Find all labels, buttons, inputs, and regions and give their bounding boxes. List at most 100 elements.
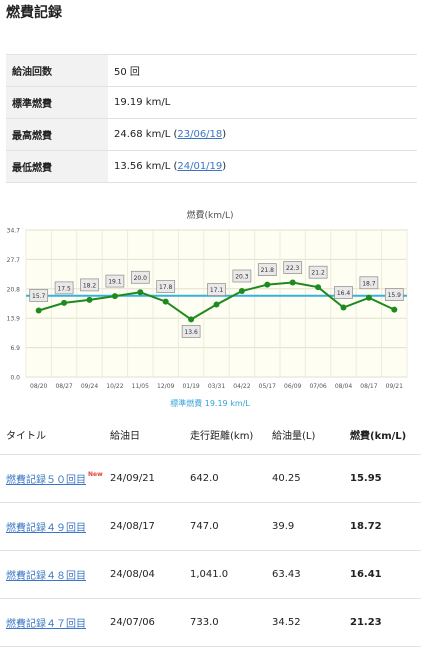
data-label-box [181,325,201,338]
summary-row-standard: 標準燃費 19.19 km/L [6,86,417,119]
x-tick-label: 09/21 [386,383,403,390]
record-link[interactable]: 燃費記録４８回目 [6,571,86,582]
summary-label: 標準燃費 [6,86,108,119]
data-label: 16.4 [337,290,351,297]
x-tick-label: 09/24 [81,383,98,390]
row-distance: 733.0 [190,598,272,647]
data-label-box [130,270,150,284]
data-label-box [334,286,353,299]
row-date: 24/07/06 [110,598,190,647]
worst-date-link[interactable]: 24/01/19 [177,161,223,172]
col-distance-header: 走行距離(km) [190,414,272,455]
data-label: 17.1 [210,287,224,294]
data-label-box [80,278,99,292]
data-label-box [54,281,74,295]
summary-row-refuel-count: 給油回数 50 回 [6,54,417,87]
x-tick-label: 10/22 [106,383,123,390]
fuel-chart-svg: 燃費(km/L) 標準燃費 19.19 km/L 0.0 6.9 13.9 20.8 2… [7,209,408,408]
summary-value-cell: 13.56 km/L (24/01/19) [108,150,417,183]
row-fuel: 21.23 [350,598,421,647]
row-date: 24/08/17 [110,502,190,551]
data-label: 22.3 [286,265,300,272]
data-label-box [257,263,277,276]
new-badge: New [88,471,103,478]
x-tick-label: 05/17 [259,383,276,390]
data-point [162,298,169,305]
summary-value: 50 回 [108,54,417,87]
data-label-box [156,280,176,293]
row-distance: 1,041.0 [190,550,272,599]
data-label: 21.8 [261,267,275,274]
row-title-cell: 燃費記録４７回目 [0,598,110,647]
x-tick-label: 08/20 [30,383,47,390]
page-title: 燃費記録 [6,5,62,21]
x-tick-label: 06/09 [284,383,301,390]
y-tick-label: 6.9 [10,345,20,352]
row-title-cell: 燃費記録４８回目 [0,550,110,599]
data-point [340,304,347,311]
table-row: 燃費記録４９回目 24/08/17 747.0 39.9 18.72 [0,502,421,551]
best-date-link[interactable]: 23/06/18 [177,129,223,140]
row-fuel: 16.41 [350,550,421,599]
table-row: 燃費記録４８回目 24/08/04 1,041.0 63.43 16.41 [0,550,421,599]
chart-reference-label: 標準燃費 19.19 km/L [170,398,250,408]
row-fuel: 18.72 [350,502,421,551]
data-point [35,307,42,314]
row-amount: 39.9 [272,502,350,551]
summary-row-worst: 最低燃費 13.56 km/L (24/01/19) [6,150,417,183]
data-point [315,284,322,291]
x-tick-label: 08/04 [335,383,352,390]
data-point [289,279,296,286]
row-distance: 747.0 [190,502,272,551]
row-date: 24/08/04 [110,550,190,599]
data-label: 17.8 [159,284,173,291]
data-point [213,301,220,308]
summary-value: 19.19 km/L [108,86,417,119]
x-tick-label: 07/06 [309,383,326,390]
summary-label: 給油回数 [6,54,108,87]
data-point [61,299,68,306]
col-title-header: タイトル [0,414,110,455]
data-label: 18.2 [83,282,97,289]
row-amount: 34.52 [272,598,350,647]
data-label: 19.1 [108,279,122,286]
summary-value: 24.68 km/L ( [114,129,178,140]
row-fuel: 15.95 [350,454,421,503]
data-label-box [283,261,303,274]
data-point [86,296,93,303]
x-tick-label: 03/31 [208,383,225,390]
x-tick-label: 04/22 [233,383,250,390]
x-tick-label: 08/17 [360,383,377,390]
record-link[interactable]: 燃費記録４７回目 [6,619,86,630]
history-table: タイトル 給油日 走行距離(km) 給油量(L) 燃費(km/L) 燃費記録５０… [0,414,421,647]
record-link[interactable]: 燃費記録４９回目 [6,523,86,534]
data-label-box [232,269,252,283]
data-label: 15.9 [388,292,402,299]
y-tick-label: 13.9 [7,316,21,323]
data-label: 18.7 [362,280,376,287]
summary-value-cell: 24.68 km/L (23/06/18) [108,118,417,151]
paren-close: ) [222,161,227,172]
data-label: 13.6 [184,329,198,336]
table-row: 燃費記録５０回目New 24/09/21 642.0 40.25 15.95 [0,454,421,503]
x-tick-label: 11/05 [132,383,149,390]
row-distance: 642.0 [190,454,272,503]
row-title-cell: 燃費記録５０回目New [0,454,110,503]
data-label: 17.5 [57,285,71,292]
col-date-header: 給油日 [110,414,190,455]
summary-table: 給油回数 50 回 標準燃費 19.19 km/L 最高燃費 24.68 km/… [6,54,417,183]
x-tick-label: 12/09 [157,383,174,390]
data-point [391,306,398,313]
row-date: 24/09/21 [110,454,190,503]
y-tick-label: 0.0 [10,375,20,382]
record-link[interactable]: 燃費記録５０回目 [6,475,86,486]
data-point [111,293,118,300]
data-label: 20.0 [134,275,148,282]
chart-title: 燃費(km/L) [186,209,233,221]
row-amount: 40.25 [272,454,350,503]
y-tick-label: 27.7 [7,257,21,264]
y-tick-label: 34.7 [7,228,21,235]
table-row: 燃費記録４７回目 24/07/06 733.0 34.52 21.23 [0,598,421,647]
data-label-box [105,274,125,288]
x-tick-label: 01/19 [182,383,199,390]
